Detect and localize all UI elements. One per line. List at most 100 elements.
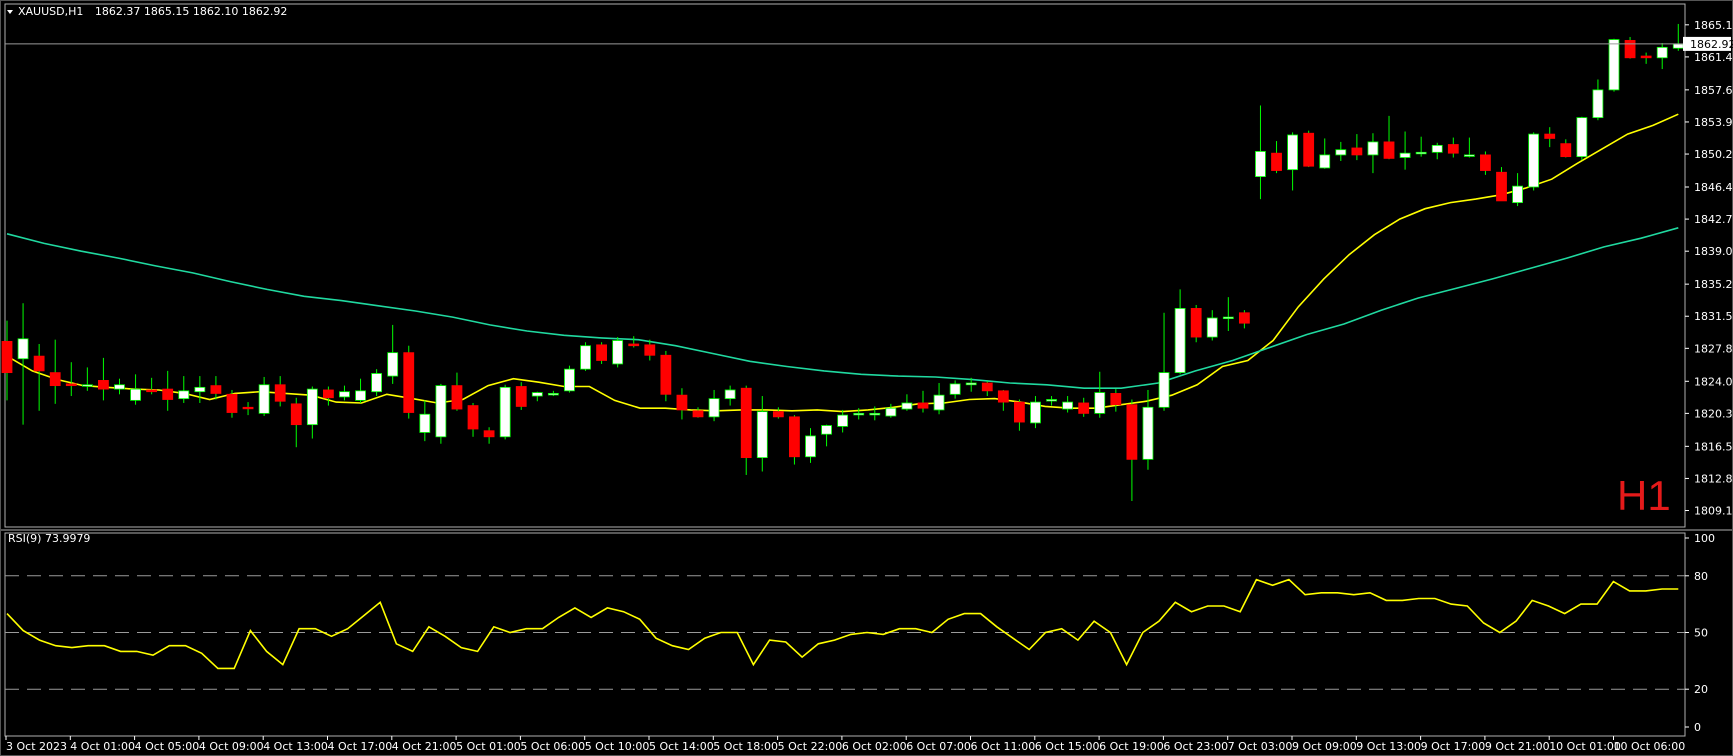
price-tick-label: 1846.40 <box>1694 181 1733 194</box>
rsi-line <box>6 578 1679 670</box>
candle-body <box>917 402 929 409</box>
rsi-chart-border <box>4 532 1686 737</box>
timeframe-label: H1 <box>1617 472 1671 519</box>
time-tick-label: 9 Oct 21:00 <box>1485 740 1550 753</box>
candle-body <box>306 388 318 426</box>
time-tick-label: 6 Oct 11:00 <box>971 740 1036 753</box>
candle-body <box>33 355 45 372</box>
candle-body <box>660 354 672 395</box>
candle-body <box>1544 133 1556 139</box>
candle-body <box>387 352 399 377</box>
rsi-tick-label: 50 <box>1694 627 1708 640</box>
time-tick-label: 5 Oct 18:00 <box>713 740 778 753</box>
rsi-panel: 100 80 50 20 0 <box>5 532 1715 734</box>
candle-body <box>644 344 656 356</box>
candle-body <box>692 410 704 418</box>
candle-body <box>1174 308 1186 374</box>
candle-body <box>1512 185 1523 204</box>
candle-body <box>772 411 784 418</box>
candle-body <box>853 412 865 416</box>
candle-body <box>1576 117 1588 158</box>
time-tick-label: 6 Oct 19:00 <box>1099 740 1164 753</box>
candle-body <box>226 393 238 413</box>
candle-body <box>1399 152 1411 158</box>
price-tick-label: 1820.30 <box>1694 407 1733 420</box>
candle-body <box>1110 393 1122 406</box>
candle-body <box>1624 40 1636 59</box>
candle-body <box>580 345 591 370</box>
candle-body <box>451 385 463 410</box>
candle-body <box>1062 401 1074 410</box>
ma-fast-line <box>6 113 1679 413</box>
moving-averages <box>6 113 1679 413</box>
candle-body <box>1046 399 1057 402</box>
candle-body <box>371 373 383 393</box>
price-tick-label: 1850.20 <box>1694 148 1733 161</box>
candle-body <box>628 343 640 347</box>
candle-body <box>194 386 206 393</box>
candle-body <box>740 387 752 459</box>
candle-body <box>178 390 190 400</box>
candle-body <box>322 389 334 399</box>
candle-body <box>885 407 897 417</box>
candle-body <box>1303 132 1315 167</box>
candle-body <box>1030 401 1041 424</box>
candle-body <box>419 413 431 433</box>
time-tick-label: 6 Oct 07:00 <box>906 740 971 753</box>
candle-body <box>1319 154 1331 169</box>
candle-body <box>1383 141 1395 159</box>
price-tick-label: 1824.00 <box>1694 375 1733 388</box>
candle-body <box>547 393 559 396</box>
candle-body <box>467 405 479 430</box>
time-tick-label: 9 Oct 17:00 <box>1421 740 1486 753</box>
candle-body <box>1 340 13 374</box>
candle-body <box>1238 312 1250 324</box>
candle-body <box>1142 406 1154 460</box>
time-tick-label: 6 Oct 02:00 <box>842 740 907 753</box>
price-tick-label: 1839.00 <box>1694 245 1733 258</box>
time-tick-label: 4 Oct 09:00 <box>199 740 264 753</box>
candle-body <box>65 383 77 387</box>
candle-body <box>339 391 350 398</box>
candle-body <box>1656 46 1668 59</box>
candle-body <box>1463 154 1475 157</box>
candle-body <box>1351 147 1363 156</box>
candle-body <box>1415 151 1427 155</box>
price-tick-label: 1857.60 <box>1694 84 1733 97</box>
candle-body <box>1367 141 1379 156</box>
candle-body <box>1271 152 1282 171</box>
candle-body <box>1094 392 1106 414</box>
price-tick-label: 1835.20 <box>1694 278 1733 291</box>
candle-body <box>1335 149 1347 156</box>
candle-body <box>789 416 800 458</box>
candle-body <box>17 338 29 360</box>
candle-body <box>531 392 543 397</box>
candle-body <box>1078 402 1090 414</box>
candle-body <box>1528 133 1540 188</box>
price-tick-label: 1816.50 <box>1694 440 1733 453</box>
candle-body <box>724 389 736 400</box>
candle-body <box>1222 316 1234 320</box>
rsi-tick-label: 100 <box>1694 532 1715 545</box>
time-tick-label: 10 Oct 01:00 <box>1549 740 1621 753</box>
time-tick-label: 3 Oct 2023 <box>6 740 67 753</box>
time-tick-label: 6 Oct 23:00 <box>1163 740 1228 753</box>
candle-body <box>515 386 527 407</box>
candle-body <box>290 403 302 426</box>
chart-menu-triangle-icon[interactable] <box>7 10 13 14</box>
time-tick-label: 4 Oct 13:00 <box>263 740 328 753</box>
time-tick-label: 9 Oct 09:00 <box>1292 740 1357 753</box>
time-axis: 3 Oct 2023 4 Oct 01:00 4 Oct 05:00 4 Oct 09… <box>5 736 1685 753</box>
candle-body <box>1287 134 1298 171</box>
candle-body <box>114 384 125 390</box>
main-chart-border <box>4 3 1686 528</box>
candle-body <box>210 385 222 394</box>
time-tick-label: 4 Oct 17:00 <box>328 740 393 753</box>
price-axis: 1865.10 1861.40 1857.60 1853.90 1850.20 1846.… <box>5 19 1733 518</box>
price-tick-label: 1827.80 <box>1694 342 1733 355</box>
candle-body <box>756 411 768 459</box>
candle-body <box>708 398 720 418</box>
candle-body <box>1480 154 1491 171</box>
candle-body <box>564 368 575 392</box>
